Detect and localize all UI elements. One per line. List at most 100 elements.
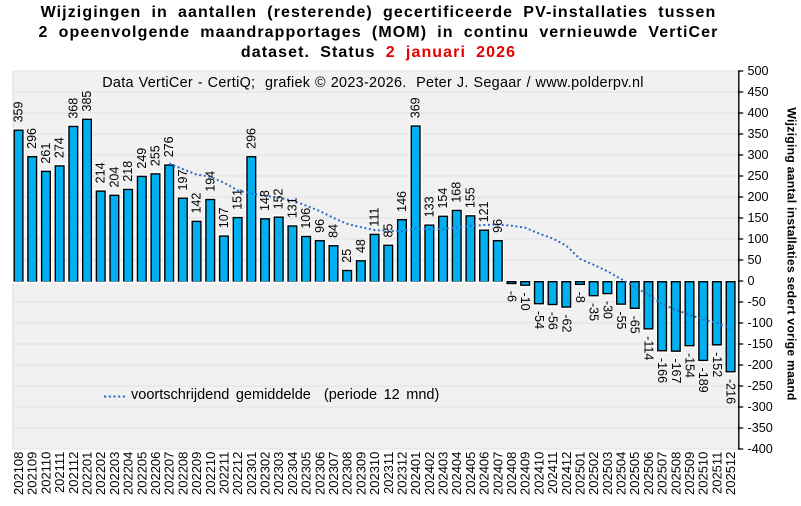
svg-text:202207: 202207 — [162, 452, 177, 495]
svg-text:-167: -167 — [669, 358, 683, 383]
svg-text:202306: 202306 — [312, 452, 327, 495]
svg-text:Data VertiCer - CertiQ; grafi: Data VertiCer - CertiQ; grafiek © 2023-2… — [102, 75, 644, 91]
svg-text:202502: 202502 — [586, 452, 601, 495]
svg-text:-35: -35 — [587, 303, 601, 321]
svg-text:249: 249 — [135, 148, 149, 169]
svg-text:202501: 202501 — [572, 452, 587, 495]
svg-text:200: 200 — [748, 190, 769, 204]
svg-text:250: 250 — [748, 169, 769, 183]
svg-text:202412: 202412 — [559, 452, 574, 495]
svg-text:202307: 202307 — [326, 452, 341, 495]
svg-text:-250: -250 — [748, 379, 773, 393]
svg-text:300: 300 — [748, 148, 769, 162]
svg-text:-150: -150 — [748, 337, 773, 351]
svg-text:148: 148 — [258, 190, 272, 211]
svg-text:202404: 202404 — [449, 452, 464, 495]
svg-text:-56: -56 — [546, 312, 560, 330]
svg-text:368: 368 — [66, 98, 80, 119]
svg-text:107: 107 — [217, 207, 231, 228]
svg-text:168: 168 — [450, 182, 464, 203]
svg-text:202110: 202110 — [38, 452, 53, 494]
svg-text:202411: 202411 — [545, 452, 560, 494]
svg-text:276: 276 — [162, 136, 176, 157]
svg-text:-350: -350 — [748, 421, 773, 435]
svg-text:400: 400 — [748, 106, 769, 120]
svg-text:202108: 202108 — [11, 452, 26, 495]
svg-text:202208: 202208 — [175, 452, 190, 495]
svg-text:202301: 202301 — [244, 452, 259, 495]
svg-text:202302: 202302 — [258, 452, 273, 495]
svg-text:50: 50 — [748, 253, 762, 267]
svg-text:202509: 202509 — [682, 452, 697, 495]
svg-text:218: 218 — [121, 161, 135, 182]
svg-text:121: 121 — [477, 201, 491, 222]
svg-text:-216: -216 — [724, 379, 738, 404]
svg-text:111: 111 — [368, 208, 382, 227]
svg-text:-30: -30 — [600, 301, 614, 319]
svg-text:202408: 202408 — [504, 452, 519, 495]
svg-text:25: 25 — [340, 249, 354, 263]
svg-text:204: 204 — [107, 167, 121, 188]
svg-text:202401: 202401 — [408, 452, 423, 495]
svg-text:-54: -54 — [532, 311, 546, 329]
svg-text:202304: 202304 — [285, 452, 300, 495]
svg-text:202204: 202204 — [121, 452, 136, 495]
svg-text:-65: -65 — [628, 316, 642, 334]
svg-text:202406: 202406 — [477, 452, 492, 495]
svg-text:-114: -114 — [641, 336, 655, 360]
svg-text:202310: 202310 — [367, 452, 382, 495]
svg-text:142: 142 — [190, 193, 204, 214]
svg-text:197: 197 — [176, 170, 190, 191]
svg-text:202504: 202504 — [614, 452, 629, 495]
svg-text:150: 150 — [748, 211, 769, 225]
svg-text:202308: 202308 — [340, 452, 355, 495]
svg-text:202109: 202109 — [25, 452, 40, 495]
svg-text:202203: 202203 — [107, 452, 122, 495]
svg-text:202506: 202506 — [641, 452, 656, 495]
svg-text:-50: -50 — [748, 295, 766, 309]
svg-text:296: 296 — [244, 128, 258, 149]
svg-text:202211: 202211 — [216, 452, 231, 494]
svg-text:274: 274 — [53, 137, 67, 158]
svg-text:202409: 202409 — [518, 452, 533, 495]
svg-text:-154: -154 — [683, 353, 697, 378]
svg-text:369: 369 — [409, 97, 423, 118]
svg-text:202405: 202405 — [463, 452, 478, 495]
svg-text:131: 131 — [285, 197, 299, 218]
svg-text:voortschrijdend gemiddelde (p: voortschrijdend gemiddelde (periode 12 m… — [131, 387, 439, 403]
svg-text:-100: -100 — [748, 316, 773, 330]
svg-text:214: 214 — [94, 162, 108, 183]
svg-text:-8: -8 — [573, 292, 587, 303]
svg-text:202511: 202511 — [709, 452, 724, 494]
svg-text:-200: -200 — [748, 358, 773, 372]
svg-text:202112: 202112 — [66, 452, 81, 494]
svg-text:-189: -189 — [696, 368, 710, 393]
svg-text:202403: 202403 — [436, 452, 451, 495]
svg-text:450: 450 — [748, 85, 769, 99]
svg-text:359: 359 — [12, 102, 26, 123]
svg-text:261: 261 — [39, 143, 53, 164]
svg-text:85: 85 — [381, 224, 395, 238]
svg-text:Wijziging aantal installaties: Wijziging aantal installaties sedert vor… — [785, 107, 799, 400]
svg-text:-400: -400 — [748, 442, 773, 456]
svg-text:-62: -62 — [559, 314, 573, 332]
svg-text:202402: 202402 — [422, 452, 437, 495]
svg-text:202410: 202410 — [531, 452, 546, 495]
svg-text:155: 155 — [463, 187, 477, 208]
svg-text:202507: 202507 — [655, 452, 670, 495]
svg-text:202512: 202512 — [723, 452, 738, 495]
svg-text:-6: -6 — [505, 291, 519, 302]
svg-text:202510: 202510 — [696, 452, 711, 495]
svg-text:202201: 202201 — [80, 452, 95, 495]
svg-text:202508: 202508 — [668, 452, 683, 495]
svg-text:385: 385 — [80, 91, 94, 112]
svg-text:255: 255 — [148, 145, 162, 166]
svg-text:154: 154 — [436, 188, 450, 209]
svg-text:202202: 202202 — [93, 452, 108, 495]
svg-text:500: 500 — [748, 64, 769, 78]
svg-text:-166: -166 — [655, 358, 669, 383]
svg-text:202111: 202111 — [52, 452, 67, 493]
svg-text:-10: -10 — [518, 293, 532, 311]
svg-text:133: 133 — [422, 196, 436, 217]
svg-text:84: 84 — [326, 224, 340, 238]
